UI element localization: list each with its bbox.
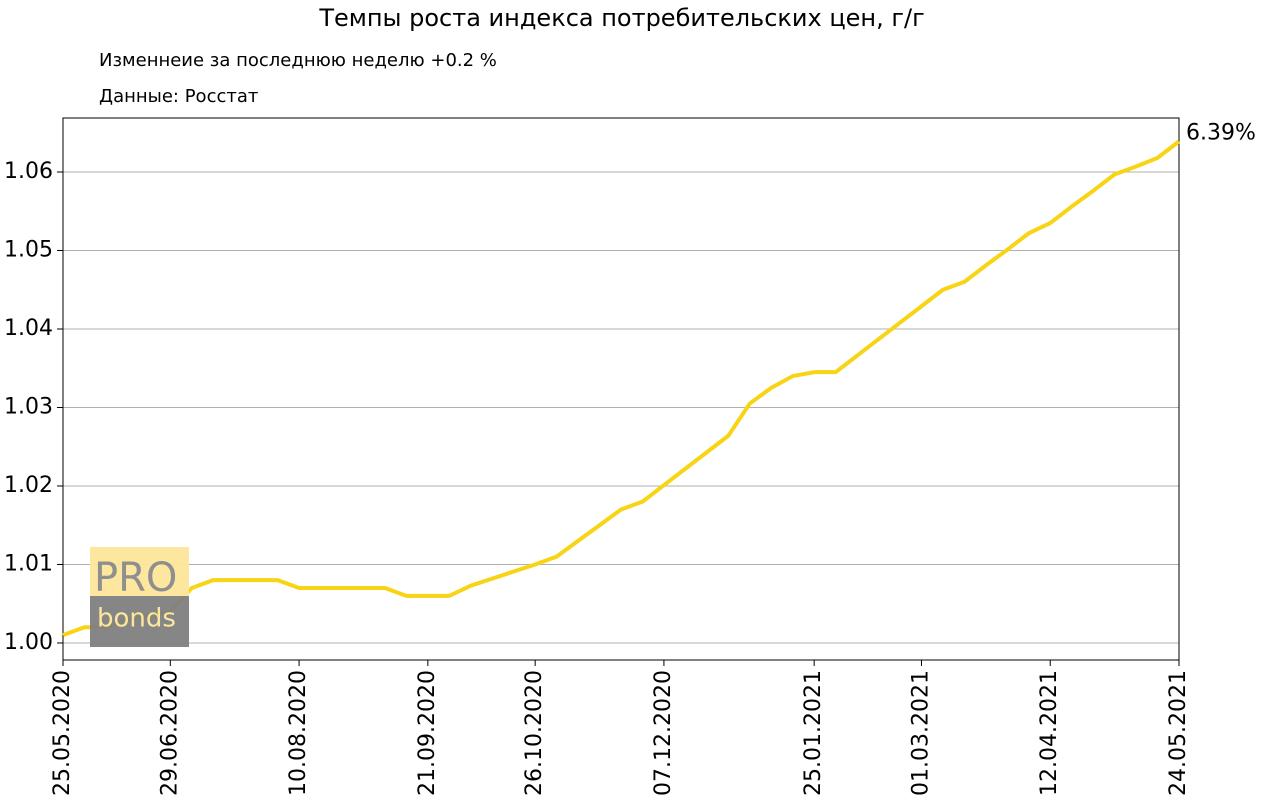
- watermark: PRO bonds: [90, 547, 189, 647]
- watermark-top: PRO: [94, 555, 177, 601]
- watermark-bg-top: [90, 547, 189, 596]
- watermark-bg-bottom: [90, 596, 189, 647]
- x-tick-label: 21.09.2020: [415, 670, 440, 796]
- plot-area: 1.00 1.01 1.02 1.03 1.04 1.05 1.06 25.05.2020 29…: [4, 117, 1256, 796]
- x-tick-label: 29.06.2020: [157, 670, 182, 796]
- y-tick-label: 1.02: [4, 473, 53, 498]
- y-tick-label: 1.01: [4, 551, 53, 576]
- chart-title: Темпы роста индекса потребительских цен,…: [318, 4, 924, 32]
- y-tick-label: 1.05: [4, 237, 53, 262]
- plot-frame: [62, 117, 1180, 661]
- x-tick-label: 01.03.2021: [908, 670, 933, 796]
- line-series: [62, 139, 1181, 637]
- x-tick-label: 25.01.2021: [801, 670, 826, 796]
- subtitle: Изменнеие за последнюю неделю +0.2 %: [99, 50, 497, 71]
- annotation: 6.39%: [1186, 120, 1256, 145]
- x-tick-label: 24.05.2021: [1166, 670, 1191, 796]
- y-tick-label: 1.03: [4, 394, 53, 419]
- x-tick-label: 26.10.2020: [522, 670, 547, 796]
- y-tick-label: 1.04: [4, 316, 53, 341]
- x-tick-label: 07.12.2020: [651, 670, 676, 796]
- y-tick-label: 1.00: [4, 630, 53, 655]
- x-tick-label: 10.08.2020: [286, 670, 311, 796]
- source: Данные: Росстат: [99, 86, 258, 107]
- watermark-bottom: bonds: [97, 604, 176, 634]
- x-tick-label: 12.04.2021: [1037, 670, 1062, 796]
- x-tick-label: 25.05.2020: [50, 670, 75, 796]
- y-tick-label: 1.06: [4, 159, 53, 184]
